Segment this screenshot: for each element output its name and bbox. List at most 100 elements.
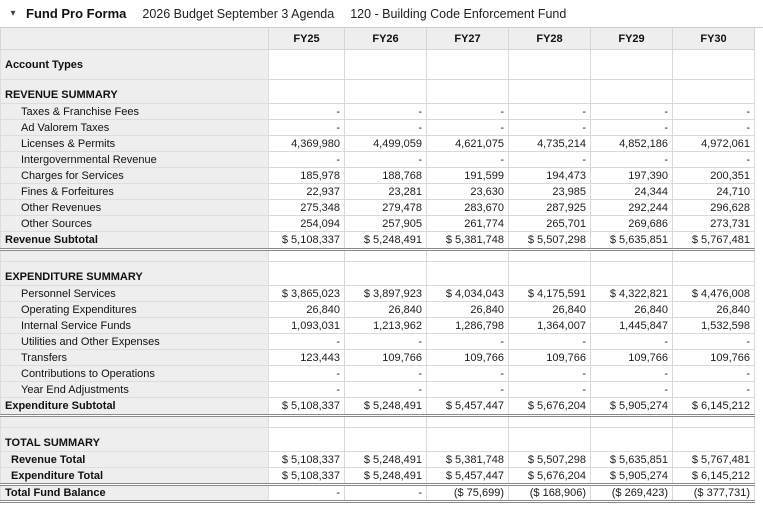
data-cell: 254,094 (268, 215, 345, 232)
row-label: Ad Valorem Taxes (0, 119, 269, 136)
row-label: Charges for Services (0, 167, 269, 184)
data-cell (426, 249, 509, 262)
row-label: Revenue Total (0, 451, 269, 468)
data-cell: $ 5,635,851 (590, 451, 673, 468)
data-cell: 200,351 (672, 167, 755, 184)
data-cell: - (344, 333, 427, 350)
data-cell: - (672, 381, 755, 398)
column-header-fy28: FY28 (508, 28, 591, 50)
data-cell: $ 5,108,337 (268, 451, 345, 468)
data-cell: 109,766 (508, 349, 591, 366)
data-cell: - (508, 151, 591, 168)
data-cell (426, 415, 509, 428)
data-cell: - (672, 333, 755, 350)
data-cell (344, 261, 427, 286)
data-cell: $ 3,865,023 (268, 285, 345, 302)
data-cell: $ 5,676,204 (508, 397, 591, 417)
data-cell (344, 49, 427, 80)
data-cell: - (344, 365, 427, 382)
data-cell: 109,766 (344, 349, 427, 366)
data-cell: $ 4,175,591 (508, 285, 591, 302)
table-row-account-types: Account Types (0, 49, 755, 80)
fund-name: 120 - Building Code Enforcement Fund (350, 6, 567, 21)
data-cell: 275,348 (268, 199, 345, 216)
data-cell: - (508, 333, 591, 350)
data-cell: 1,093,031 (268, 317, 345, 334)
collapse-caret-icon[interactable]: ▾ (10, 8, 16, 19)
row-label: Expenditure Subtotal (0, 397, 269, 417)
data-cell (344, 79, 427, 104)
data-cell: $ 5,248,491 (344, 467, 427, 486)
data-cell: 191,599 (426, 167, 509, 184)
data-cell: $ 5,108,337 (268, 397, 345, 417)
table-row-spacer (0, 249, 755, 262)
data-cell (268, 49, 345, 80)
data-cell: $ 5,381,748 (426, 451, 509, 468)
data-cell: $ 5,507,298 (508, 231, 591, 251)
data-cell: - (426, 381, 509, 398)
row-label: Expenditure Total (0, 467, 269, 486)
data-cell: 26,840 (590, 301, 673, 318)
data-cell: - (344, 119, 427, 136)
data-cell: ($ 75,699) (426, 484, 509, 503)
row-label: Utilities and Other Expenses (0, 333, 269, 350)
row-label: EXPENDITURE SUMMARY (0, 261, 269, 286)
data-cell: - (672, 365, 755, 382)
data-cell: - (672, 151, 755, 168)
column-header-fy26: FY26 (344, 28, 427, 50)
data-cell (672, 415, 755, 428)
data-cell (268, 261, 345, 286)
data-cell: 1,532,598 (672, 317, 755, 334)
data-cell: 292,244 (590, 199, 673, 216)
row-label: Other Sources (0, 215, 269, 232)
row-label: Contributions to Operations (0, 365, 269, 382)
data-cell: 4,499,059 (344, 135, 427, 152)
data-cell (508, 249, 591, 262)
data-cell (508, 261, 591, 286)
data-cell: - (590, 103, 673, 120)
data-cell: 1,213,962 (344, 317, 427, 334)
column-header-fy30: FY30 (672, 28, 755, 50)
row-label: Intergovernmental Revenue (0, 151, 269, 168)
data-cell: 261,774 (426, 215, 509, 232)
data-cell (590, 249, 673, 262)
data-cell: - (672, 103, 755, 120)
corner-cell (0, 28, 269, 50)
data-cell: 23,630 (426, 183, 509, 200)
table-row-taxes-franchise-fees: Taxes & Franchise Fees - - - - - - (0, 103, 755, 120)
data-cell: 4,621,075 (426, 135, 509, 152)
data-cell: ($ 377,731) (672, 484, 755, 503)
data-cell: 296,628 (672, 199, 755, 216)
data-cell: - (344, 103, 427, 120)
data-cell: - (508, 103, 591, 120)
row-label: Personnel Services (0, 285, 269, 302)
data-cell: 188,768 (344, 167, 427, 184)
data-cell: 109,766 (590, 349, 673, 366)
data-cell: 109,766 (426, 349, 509, 366)
table-row-ad-valorem-taxes: Ad Valorem Taxes - - - - - - (0, 119, 755, 136)
data-cell: $ 4,034,043 (426, 285, 509, 302)
data-cell: $ 5,108,337 (268, 231, 345, 251)
data-cell: - (268, 484, 345, 503)
table-row-charges-for-services: Charges for Services 185,978 188,768 191,59… (0, 167, 755, 184)
data-cell (672, 49, 755, 80)
data-cell: 257,905 (344, 215, 427, 232)
data-cell: $ 5,457,447 (426, 397, 509, 417)
data-cell (590, 261, 673, 286)
data-cell: 24,710 (672, 183, 755, 200)
table-body: Account Types REVENUE SUMMARY Taxes & Fran… (0, 49, 755, 503)
data-cell (268, 79, 345, 104)
data-cell: $ 5,676,204 (508, 467, 591, 486)
row-label: Other Revenues (0, 199, 269, 216)
column-header-fy25: FY25 (268, 28, 345, 50)
data-cell (672, 427, 755, 452)
row-label: Year End Adjustments (0, 381, 269, 398)
data-cell: 265,701 (508, 215, 591, 232)
table-row-year-end-adjustments: Year End Adjustments - - - - - - (0, 381, 755, 398)
data-cell: 185,978 (268, 167, 345, 184)
table-row-intergovernmental-revenue: Intergovernmental Revenue - - - - - - (0, 151, 755, 168)
table-row-fines-forfeitures: Fines & Forfeitures 22,937 23,281 23,630 23,… (0, 183, 755, 200)
data-cell: - (590, 333, 673, 350)
row-label (0, 249, 269, 262)
column-header-fy27: FY27 (426, 28, 509, 50)
